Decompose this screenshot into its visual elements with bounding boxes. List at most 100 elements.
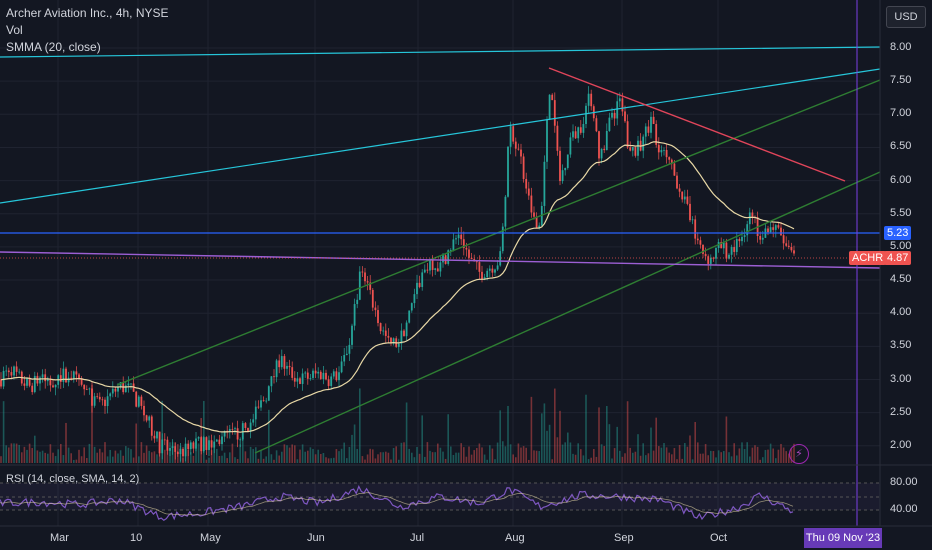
candle-body xyxy=(41,374,44,378)
candle-body xyxy=(790,246,793,251)
candle-body xyxy=(67,377,70,383)
volume-bar xyxy=(671,454,673,463)
volume-bar xyxy=(717,450,720,463)
volume-bar xyxy=(751,447,754,463)
rsi-ma-line xyxy=(0,492,794,516)
candle-body xyxy=(338,372,340,381)
candle-body xyxy=(400,330,403,344)
candle-body xyxy=(681,191,684,200)
volume-bar xyxy=(99,448,101,463)
volume-bar xyxy=(244,451,247,463)
volume-bar xyxy=(405,402,408,463)
volume-bar xyxy=(650,427,652,463)
candle-body xyxy=(234,428,236,430)
volume-bar xyxy=(10,443,13,463)
volume-legend[interactable]: Vol xyxy=(6,23,23,37)
volume-bar xyxy=(728,452,730,463)
volume-bar xyxy=(782,447,785,463)
volume-bar xyxy=(515,457,517,463)
candle-body xyxy=(517,148,520,150)
volume-bar xyxy=(736,455,738,463)
candle-body xyxy=(618,98,621,102)
candle-body xyxy=(351,325,353,345)
volume-bar xyxy=(49,444,52,463)
candle-body xyxy=(39,377,41,384)
volume-bar xyxy=(489,445,491,463)
candle-body xyxy=(379,323,382,332)
candle-body xyxy=(699,240,702,245)
candle-body xyxy=(192,442,195,449)
candle-body xyxy=(605,130,608,151)
volume-bar xyxy=(252,448,254,463)
candle-body xyxy=(85,389,88,391)
volume-bar xyxy=(743,449,746,463)
volume-bar xyxy=(330,458,332,463)
candle-body xyxy=(169,447,171,451)
candle-body xyxy=(423,269,426,273)
candle-body xyxy=(377,310,379,324)
volume-bar xyxy=(452,455,455,463)
volume-bar xyxy=(317,449,319,463)
candle-body xyxy=(442,255,444,263)
candle-body xyxy=(626,121,629,148)
volume-bar xyxy=(616,426,618,463)
volume-bar xyxy=(483,454,486,463)
candle-body xyxy=(452,239,455,251)
candle-body xyxy=(413,294,416,304)
volume-bar xyxy=(476,447,478,463)
candle-body xyxy=(769,227,772,233)
candle-body xyxy=(197,437,200,439)
candle-body xyxy=(676,175,678,189)
rsi-legend[interactable]: RSI (14, close, SMA, 14, 2) xyxy=(6,473,140,485)
candle-body xyxy=(210,440,213,448)
volume-bar xyxy=(379,452,382,463)
time-tick-label: 10 xyxy=(130,532,143,544)
last-price-tag: 4.87 xyxy=(884,251,912,265)
volume-bar xyxy=(86,458,88,463)
volume-bar xyxy=(577,443,579,463)
candle-body xyxy=(462,239,465,249)
volume-bar xyxy=(663,443,665,463)
candle-body xyxy=(182,448,184,457)
smma-line xyxy=(0,141,795,433)
volume-bar xyxy=(785,451,787,463)
lightning-bolt-icon[interactable]: ⚡ xyxy=(789,444,809,464)
volume-bar xyxy=(216,448,218,463)
candle-body xyxy=(13,366,15,376)
volume-bar xyxy=(101,452,104,463)
candle-body xyxy=(509,126,512,147)
candle-body xyxy=(252,419,255,423)
candle-body xyxy=(49,378,52,386)
volume-bars xyxy=(0,384,795,463)
volume-bar xyxy=(140,442,143,463)
candle-body xyxy=(574,131,577,139)
candle-body xyxy=(712,257,715,259)
volume-bar xyxy=(80,456,83,463)
currency-button[interactable]: USD xyxy=(886,6,926,28)
volume-bar xyxy=(395,446,397,463)
volume-bar xyxy=(296,459,299,463)
volume-bar xyxy=(421,415,423,463)
candle-body xyxy=(621,98,624,112)
volume-bar xyxy=(478,443,481,463)
candle-body xyxy=(327,379,330,386)
smma-legend[interactable]: SMMA (20, close) xyxy=(6,40,101,54)
candle-body xyxy=(119,382,122,388)
candle-body xyxy=(280,356,283,368)
volume-bar xyxy=(684,443,686,463)
candle-body xyxy=(434,268,437,270)
candle-body xyxy=(348,344,351,354)
candle-body xyxy=(356,299,359,305)
candle-body xyxy=(104,399,106,407)
volume-bar xyxy=(52,452,54,463)
candle-body xyxy=(520,149,522,157)
candle-body xyxy=(2,370,5,387)
candle-body xyxy=(577,127,580,139)
candle-body xyxy=(761,237,764,240)
volume-bar xyxy=(260,450,262,463)
candle-body xyxy=(236,428,239,440)
volume-bar xyxy=(338,451,340,463)
green-channel-bottom xyxy=(254,171,881,454)
volume-bar xyxy=(561,444,564,463)
